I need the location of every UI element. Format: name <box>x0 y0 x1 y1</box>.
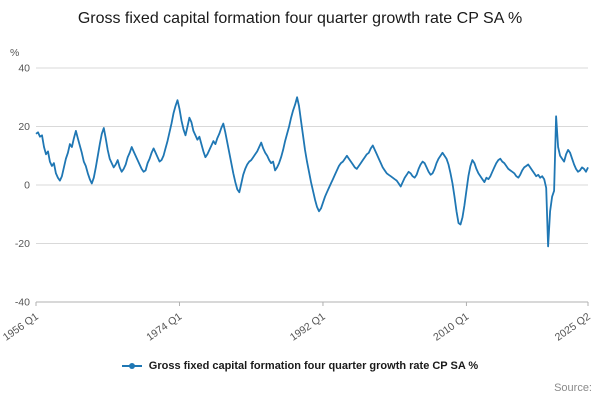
legend-item[interactable]: Gross fixed capital formation four quart… <box>0 360 600 372</box>
x-tick-label: 2010 Q1 <box>431 311 471 344</box>
y-tick-label: -20 <box>15 238 30 250</box>
y-tick-label: 20 <box>18 121 30 133</box>
x-tick-label: 1992 Q1 <box>288 311 328 344</box>
legend-line-marker-icon <box>121 361 142 371</box>
y-tick-label: 40 <box>18 63 30 75</box>
chart-title: Gross fixed capital formation four quart… <box>77 10 523 27</box>
y-tick-label: 0 <box>24 180 30 192</box>
x-tick-label: 1974 Q1 <box>144 311 184 344</box>
x-tick-label: 2025 Q2 <box>553 311 593 344</box>
x-tick-label: 1956 Q1 <box>1 311 41 344</box>
legend-label: Gross fixed capital formation four quart… <box>148 360 479 372</box>
series-line[interactable] <box>35 96 589 248</box>
y-axis-unit-label: % <box>10 47 19 59</box>
source-label: Source: <box>554 382 592 394</box>
y-tick-label: -40 <box>15 297 30 309</box>
